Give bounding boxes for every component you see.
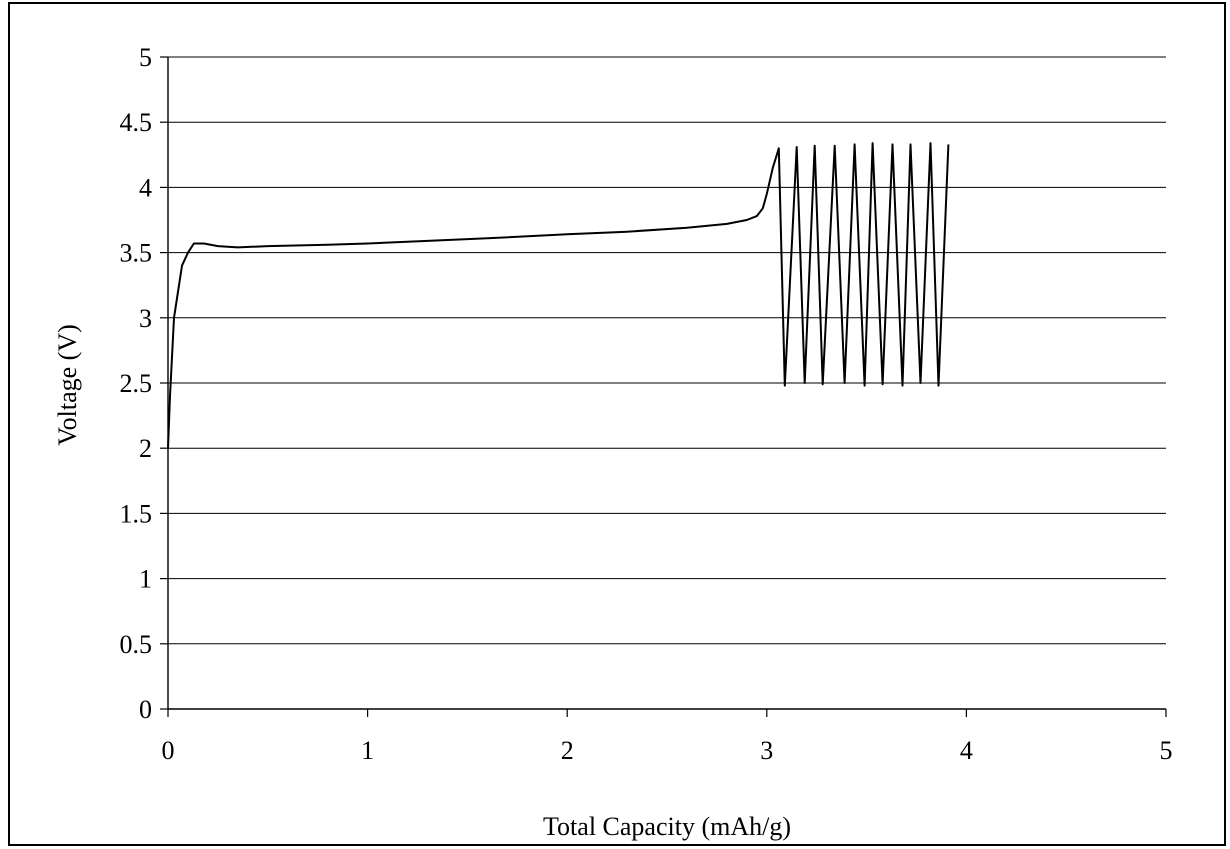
chart-frame [8,2,1226,846]
x-tick-label: 1 [361,736,374,765]
y-tick-labels: 0 0.5 1 1.5 2 2.5 3 3.5 4 4.5 5 [120,43,153,724]
axes [160,56,1167,717]
x-tick-label: 2 [561,736,574,765]
x-tick-label: 5 [1160,736,1173,765]
y-axis-title: Voltage (V) [53,324,82,446]
y-tick-label: 0.5 [120,630,153,659]
y-tick-label: 2.5 [120,369,153,398]
y-tick-label: 0 [139,695,152,724]
x-tick-label: 3 [760,736,773,765]
series-lines [167,142,950,449]
series-line [167,142,950,449]
x-axis-title: Total Capacity (mAh/g) [543,812,791,841]
x-tick-label: 4 [960,736,973,765]
y-tick-label: 1 [139,565,152,594]
y-tick-label: 2 [139,434,152,463]
y-tick-label: 4 [139,173,152,202]
y-tick-label: 4.5 [120,108,153,137]
x-tick-label: 0 [162,736,175,765]
x-tick-labels: 0 1 2 3 4 5 [162,736,1173,765]
y-tick-label: 5 [139,43,152,72]
y-tick-label: 3.5 [120,239,153,268]
grid-lines [168,56,1166,645]
y-tick-label: 3 [139,304,152,333]
y-tick-label: 1.5 [120,499,153,528]
